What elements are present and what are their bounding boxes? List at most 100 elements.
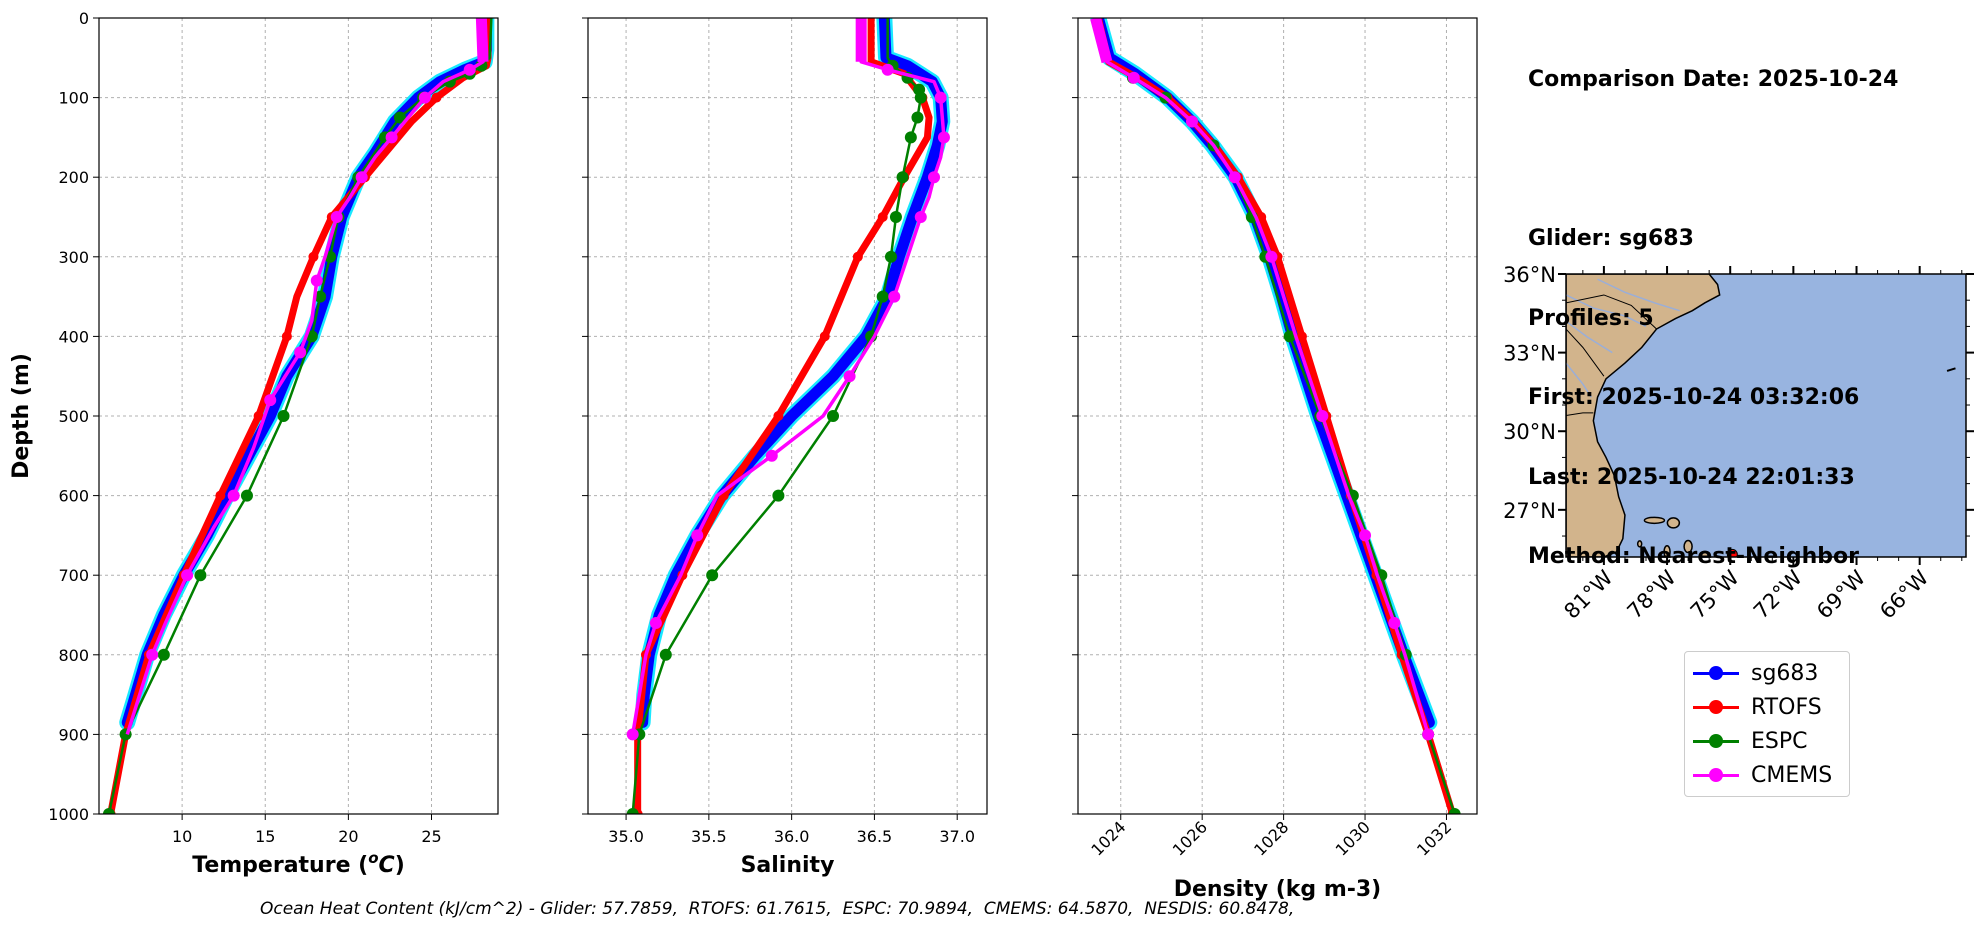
cmems-marker	[649, 616, 662, 629]
legend-label-espc: ESPC	[1751, 728, 1808, 754]
y-tick-label: 400	[58, 327, 89, 346]
cmems-marker	[264, 394, 277, 407]
cmems-marker	[881, 63, 894, 76]
espc-marker	[314, 290, 327, 303]
cmems-marker	[765, 449, 778, 462]
cmems-marker	[385, 131, 398, 144]
state-border	[1566, 412, 1594, 416]
cmems-marker	[181, 569, 194, 582]
cmems-marker	[146, 648, 159, 661]
espc-marker	[240, 489, 253, 502]
comparison-info: Comparison Date: 2025-10-24 Glider: sg68…	[1528, 14, 1898, 597]
y-tick-label: 100	[58, 89, 89, 108]
x-tick-label: 36.5	[857, 827, 893, 846]
legend-label-cmems: CMEMS	[1751, 762, 1833, 788]
cmems-marker	[310, 274, 323, 287]
island	[1699, 550, 1711, 557]
profile-panel-salinity: 35.0 35.5 36.0 36.5 37.0 Salinity	[582, 17, 988, 878]
cmems-marker	[691, 529, 704, 542]
legend-label-rtofs: RTOFS	[1751, 694, 1822, 720]
cmems-marker	[1127, 71, 1140, 84]
cmems-marker	[463, 63, 476, 76]
footer-text: Ocean Heat Content (kJ/cm^2) - Glider: 5…	[260, 899, 1295, 919]
legend: sg683 RTOFS ESPC CMEMS	[1684, 651, 1850, 797]
cmems-marker	[843, 370, 856, 383]
x-tick-label: 15	[255, 827, 275, 846]
legend-item-sg683: sg683	[1693, 660, 1818, 686]
espc-marker	[876, 290, 889, 303]
x-axis-label: Salinity	[741, 853, 835, 878]
series-line-cmems	[630, 18, 946, 735]
espc-marker	[1448, 808, 1461, 814]
espc-marker	[659, 648, 672, 661]
series-line-sg683	[1092, 18, 1435, 728]
legend-label-sg683: sg683	[1751, 660, 1819, 686]
island	[1666, 517, 1681, 529]
lat-label: 36°N	[1503, 263, 1556, 287]
y-tick-label: 300	[58, 248, 89, 267]
x-tick-label: 10	[172, 827, 192, 846]
info-method: Method: Nearest-Neighbor	[1528, 544, 1859, 569]
series-line-cmems	[125, 18, 485, 735]
x-tick-label: 1026	[1169, 817, 1211, 859]
y-tick-label: 800	[58, 646, 89, 665]
rtofs-marker	[281, 331, 292, 342]
info-spacer	[1528, 147, 1898, 174]
info-glider: Glider: sg683	[1528, 226, 1694, 251]
rtofs-marker	[877, 212, 888, 222]
espc-marker	[896, 171, 909, 184]
y-tick-label: 900	[58, 725, 89, 744]
cmems-marker	[1186, 115, 1198, 128]
cmems-marker	[914, 211, 927, 223]
glider-position-marker	[1726, 548, 1738, 557]
x-tick-label: 25	[421, 827, 441, 846]
y-tick-label: 0	[79, 9, 89, 28]
cmems-marker	[330, 211, 343, 223]
lat-label: 30°N	[1503, 420, 1556, 444]
x-tick-label: 35.5	[691, 827, 727, 846]
y-tick-label: 1000	[48, 805, 89, 824]
state-border	[1566, 328, 1605, 377]
glider-envelope	[1090, 18, 1438, 731]
espc-marker	[904, 131, 917, 144]
rtofs-marker	[215, 490, 226, 501]
state-border	[1566, 294, 1657, 330]
island	[1636, 540, 1643, 548]
espc-marker	[914, 91, 927, 104]
lat-label: 33°N	[1503, 342, 1556, 366]
cmems-marker	[934, 91, 947, 104]
cmems-marker	[937, 131, 950, 144]
cmems-marker	[418, 91, 431, 104]
cmems-marker	[1316, 410, 1329, 422]
x-tick-label: 20	[338, 827, 358, 846]
espc-marker	[827, 410, 840, 422]
rtofs-marker	[773, 411, 784, 421]
rtofs-marker	[431, 92, 442, 103]
x-axis-label: Density (kg m-3)	[1174, 877, 1382, 902]
lat-label: 27°N	[1503, 499, 1556, 523]
x-tick-label: 35.0	[608, 827, 644, 846]
cmems-marker	[928, 171, 941, 184]
x-tick-label: 1024	[1087, 817, 1129, 859]
profile-panel-density: 1024 1026 1028 1030 1032 Density (kg m-3)	[1072, 17, 1478, 902]
legend-item-rtofs: RTOFS	[1693, 694, 1822, 720]
bermuda-island	[1946, 367, 1956, 372]
cmems-marker	[1359, 529, 1372, 542]
cmems-marker	[294, 346, 307, 359]
rtofs-marker	[308, 251, 319, 262]
info-first: First: 2025-10-24 03:32:06	[1528, 385, 1860, 410]
series-group	[626, 18, 951, 814]
cmems-marker	[355, 171, 368, 184]
degree-symbol: o	[368, 849, 378, 867]
espc-marker	[772, 489, 785, 502]
river-line	[1597, 278, 1680, 312]
info-last: Last: 2025-10-24 22:01:33	[1528, 464, 1855, 490]
island	[1683, 539, 1693, 554]
cmems-marker	[888, 290, 901, 303]
celsius-unit: C	[379, 853, 395, 878]
y-tick-label: 200	[58, 168, 89, 187]
espc-marker	[884, 250, 897, 263]
map-content	[1566, 274, 1966, 557]
us-east-coast-land	[1566, 274, 1721, 557]
